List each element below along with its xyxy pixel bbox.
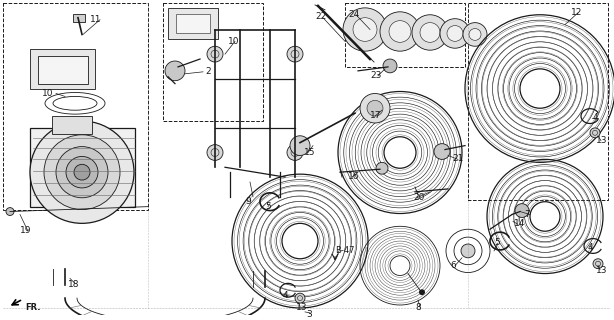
Circle shape [447, 26, 463, 41]
Circle shape [343, 8, 387, 51]
Text: 13: 13 [296, 303, 308, 312]
Bar [168, 8, 218, 39]
Text: 16: 16 [348, 172, 360, 181]
Circle shape [376, 162, 388, 174]
Bar [38, 56, 88, 84]
Circle shape [367, 100, 383, 116]
Text: 10: 10 [228, 37, 239, 46]
Circle shape [383, 59, 397, 73]
Text: 12: 12 [571, 8, 582, 17]
Text: 22: 22 [315, 12, 326, 21]
Circle shape [419, 289, 425, 295]
Text: 2: 2 [205, 67, 211, 76]
Circle shape [207, 145, 223, 160]
Text: 7: 7 [524, 210, 530, 219]
Circle shape [6, 208, 14, 215]
Text: 24: 24 [348, 10, 359, 19]
Text: 4: 4 [588, 243, 594, 252]
Circle shape [56, 147, 108, 198]
Circle shape [515, 204, 529, 218]
Text: 5: 5 [494, 238, 500, 247]
Circle shape [440, 19, 470, 48]
Text: 17: 17 [370, 111, 381, 120]
Bar [3, 3, 148, 210]
Circle shape [461, 244, 475, 258]
Text: 19: 19 [20, 226, 31, 235]
Text: 3: 3 [306, 310, 312, 319]
Text: 4: 4 [283, 291, 289, 300]
Text: 10: 10 [42, 89, 53, 98]
Text: 11: 11 [90, 15, 101, 24]
Circle shape [463, 23, 487, 46]
Text: 15: 15 [304, 148, 316, 156]
Text: 9: 9 [245, 197, 251, 206]
Bar [176, 14, 210, 34]
Text: 18: 18 [68, 280, 79, 289]
Circle shape [44, 135, 120, 210]
Circle shape [434, 144, 450, 159]
Circle shape [469, 28, 481, 40]
Circle shape [412, 15, 448, 50]
Bar [30, 128, 135, 207]
Bar [73, 14, 85, 22]
Text: 20: 20 [413, 193, 424, 202]
Text: 8: 8 [415, 303, 421, 312]
Bar [345, 3, 465, 67]
Text: 5: 5 [265, 202, 271, 211]
Circle shape [590, 128, 600, 138]
Circle shape [420, 23, 440, 42]
Text: 21: 21 [452, 155, 464, 164]
Circle shape [207, 46, 223, 62]
Text: 13: 13 [596, 136, 607, 145]
Circle shape [30, 121, 134, 223]
Circle shape [66, 156, 98, 188]
Text: B-47: B-47 [335, 246, 354, 255]
Circle shape [593, 259, 603, 268]
Text: 23: 23 [370, 71, 381, 80]
Circle shape [290, 136, 310, 156]
Bar [30, 49, 95, 89]
Text: 13: 13 [596, 266, 607, 275]
Text: 6: 6 [450, 261, 456, 270]
Circle shape [287, 145, 303, 160]
Circle shape [74, 164, 90, 180]
Circle shape [389, 21, 411, 42]
Circle shape [295, 293, 305, 303]
Circle shape [360, 93, 390, 123]
Bar [163, 3, 263, 121]
Text: FR.: FR. [25, 303, 41, 312]
Circle shape [380, 12, 420, 51]
Bar [52, 116, 92, 134]
Circle shape [287, 46, 303, 62]
Circle shape [353, 18, 377, 41]
Text: 4: 4 [593, 113, 599, 122]
Text: 14: 14 [514, 220, 526, 228]
Circle shape [165, 61, 185, 81]
Bar [468, 3, 608, 200]
